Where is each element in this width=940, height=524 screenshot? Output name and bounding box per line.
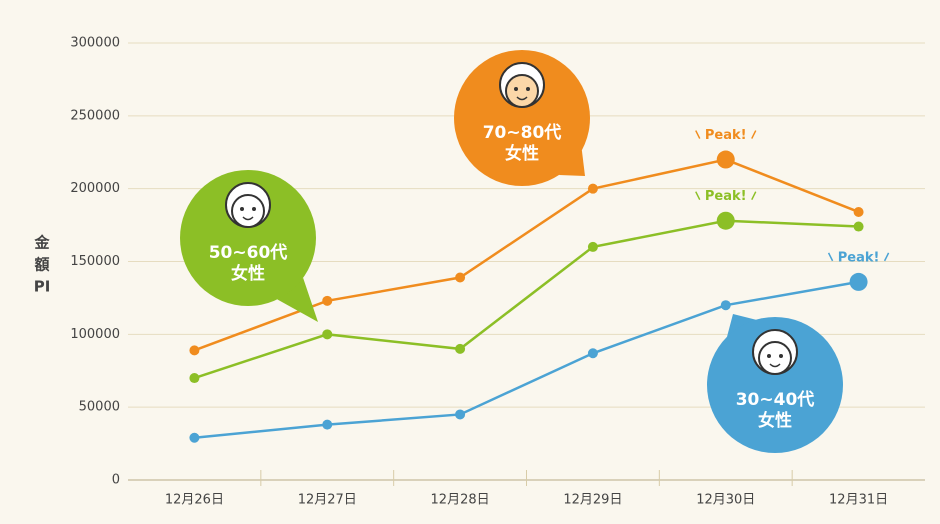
data-point	[716, 211, 735, 230]
data-point	[720, 300, 731, 311]
y-axis-label: 額	[33, 256, 49, 274]
y-tick-label: 0	[112, 473, 120, 488]
data-point	[455, 343, 466, 354]
peak-deco	[751, 130, 757, 139]
data-point	[853, 206, 864, 217]
mouth	[769, 363, 781, 368]
y-tick-label: 150000	[70, 254, 120, 269]
peak-deco	[695, 130, 701, 139]
eye	[779, 354, 783, 358]
bubble-tail	[277, 277, 318, 322]
x-tick-label: 12月26日	[165, 493, 224, 508]
bubble-label: 70~80代	[483, 122, 562, 143]
mouth	[242, 216, 254, 221]
data-point	[587, 348, 598, 359]
data-point	[455, 409, 466, 420]
bubble-label: 50~60代	[209, 242, 288, 263]
x-tick-label: 12月28日	[431, 493, 490, 508]
y-axis-label: PI	[34, 278, 51, 296]
data-point	[322, 419, 333, 430]
x-tick-label: 12月30日	[696, 493, 755, 508]
x-tick-label: 12月29日	[563, 493, 622, 508]
data-point	[587, 183, 598, 194]
mouth	[516, 96, 528, 101]
y-tick-label: 50000	[79, 400, 120, 415]
x-tick-label: 12月31日	[829, 493, 888, 508]
peak-deco	[751, 191, 757, 201]
data-point	[189, 345, 200, 356]
data-point	[322, 329, 333, 340]
y-tick-label: 250000	[70, 108, 120, 123]
bubble-label: 女性	[758, 410, 792, 431]
data-point	[189, 373, 200, 384]
bubble-label: 女性	[505, 143, 539, 164]
data-point	[587, 241, 598, 252]
data-point	[189, 432, 200, 443]
peak-deco	[695, 191, 701, 201]
series-line	[194, 219, 859, 380]
face	[505, 74, 539, 108]
bubble-label: 30~40代	[736, 389, 815, 410]
face	[231, 194, 265, 228]
eye	[526, 87, 530, 91]
eye	[514, 87, 518, 91]
data-point	[322, 295, 333, 306]
y-tick-label: 200000	[70, 181, 120, 196]
eye	[240, 207, 244, 211]
bubble	[707, 317, 843, 453]
data-point	[455, 272, 466, 283]
x-tick-label: 12月27日	[298, 493, 357, 508]
y-tick-label: 300000	[70, 36, 120, 51]
peak-deco	[827, 252, 834, 262]
data-point	[716, 150, 735, 169]
bubble-label: 女性	[231, 263, 265, 284]
face	[758, 341, 792, 375]
peak-label: Peak!	[705, 128, 747, 143]
peak-deco	[883, 252, 890, 262]
y-axis-label: 金	[33, 234, 50, 252]
peak-label: Peak!	[705, 189, 747, 204]
peak-label: Peak!	[838, 250, 880, 265]
series-line	[194, 280, 859, 440]
eye	[252, 207, 256, 211]
y-tick-label: 100000	[70, 327, 120, 342]
data-point	[853, 221, 864, 232]
data-point	[849, 272, 868, 291]
bubble	[454, 50, 590, 186]
eye	[767, 354, 771, 358]
bubble	[180, 170, 316, 306]
